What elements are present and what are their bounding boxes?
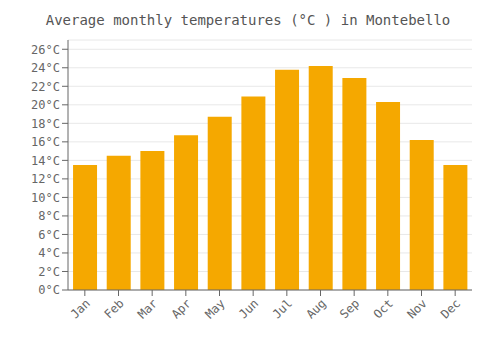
svg-text:12°C: 12°C (31, 172, 60, 186)
svg-text:18°C: 18°C (31, 117, 60, 131)
html-text:Average monthly temperatures (: Average monthly temperatures (°C ) in Mo… (45, 12, 451, 28)
svg-text:26°C: 26°C (31, 43, 60, 57)
svg-text:Jun: Jun (236, 296, 261, 321)
svg-text:Aug: Aug (303, 296, 328, 321)
svg-text:Jul: Jul (270, 296, 295, 321)
svg-text:8°C: 8°C (38, 209, 60, 223)
svg-text:2°C: 2°C (38, 265, 60, 279)
svg-text:Nov: Nov (404, 296, 429, 321)
svg-text:Mar: Mar (135, 296, 160, 321)
svg-text:20°C: 20°C (31, 98, 60, 112)
svg-text:16°C: 16°C (31, 135, 60, 149)
svg-text:6°C: 6°C (38, 228, 60, 242)
svg-text:4°C: 4°C (38, 246, 60, 260)
svg-text:Sep: Sep (337, 296, 362, 321)
svg-text:14°C: 14°C (31, 154, 60, 168)
svg-text:Oct: Oct (371, 296, 396, 321)
svg-text:May: May (202, 296, 227, 321)
svg-text:Apr: Apr (169, 296, 194, 321)
svg-text:Dec: Dec (438, 296, 463, 321)
svg-text:Jan: Jan (68, 296, 93, 321)
svg-text:Feb: Feb (101, 296, 126, 321)
svg-text:24°C: 24°C (31, 61, 60, 75)
svg-text:10°C: 10°C (31, 191, 60, 205)
svg-text:0°C: 0°C (38, 283, 60, 297)
svg-text:22°C: 22°C (31, 80, 60, 94)
